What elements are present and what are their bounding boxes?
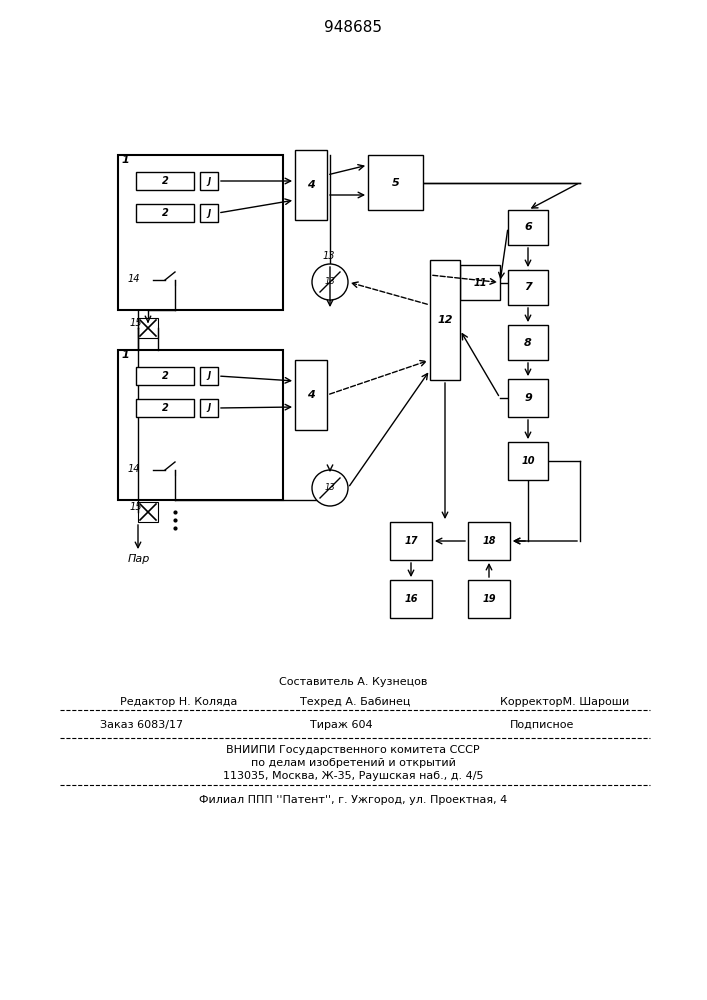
- Text: J: J: [207, 176, 211, 186]
- Bar: [136, 399, 194, 417]
- Text: 17: 17: [404, 536, 418, 546]
- Bar: [508, 270, 548, 305]
- Text: Пар: Пар: [128, 554, 151, 564]
- Text: 1: 1: [122, 155, 130, 165]
- Bar: [200, 204, 218, 222]
- Bar: [460, 265, 500, 300]
- Bar: [138, 502, 158, 522]
- Text: 19: 19: [482, 594, 496, 604]
- Text: КорректорМ. Шароши: КорректорМ. Шароши: [500, 697, 629, 707]
- Text: J: J: [207, 209, 211, 218]
- Text: J: J: [207, 403, 211, 412]
- Text: 2: 2: [162, 208, 168, 218]
- Text: 2: 2: [162, 176, 168, 186]
- Bar: [508, 442, 548, 480]
- Bar: [468, 522, 510, 560]
- Text: 4: 4: [307, 390, 315, 400]
- Bar: [200, 367, 218, 385]
- Bar: [508, 210, 548, 245]
- Text: 13: 13: [325, 484, 335, 492]
- Text: 14: 14: [128, 274, 141, 284]
- Bar: [430, 260, 460, 380]
- Text: 4: 4: [307, 180, 315, 190]
- Text: J: J: [207, 371, 211, 380]
- Text: 7: 7: [524, 282, 532, 292]
- Text: 12: 12: [437, 315, 452, 325]
- Text: Тираж 604: Тираж 604: [310, 720, 373, 730]
- Bar: [508, 379, 548, 417]
- Text: Составитель А. Кузнецов: Составитель А. Кузнецов: [279, 677, 427, 687]
- Text: Подписное: Подписное: [510, 720, 574, 730]
- Text: 948685: 948685: [324, 20, 382, 35]
- Circle shape: [312, 470, 348, 506]
- Text: 18: 18: [482, 536, 496, 546]
- Text: 15: 15: [130, 502, 143, 512]
- Bar: [136, 204, 194, 222]
- Bar: [138, 318, 158, 338]
- Text: 10: 10: [521, 456, 534, 466]
- Text: Редактор Н. Коляда: Редактор Н. Коляда: [120, 697, 238, 707]
- Text: 15: 15: [130, 318, 143, 328]
- Bar: [118, 155, 283, 310]
- Text: Заказ 6083/17: Заказ 6083/17: [100, 720, 183, 730]
- Text: 1: 1: [122, 350, 130, 360]
- Text: ВНИИПИ Государственного комитета СССР: ВНИИПИ Государственного комитета СССР: [226, 745, 480, 755]
- Text: 13: 13: [325, 277, 335, 286]
- Text: 5: 5: [392, 178, 399, 188]
- Text: 14: 14: [128, 464, 141, 474]
- Text: ...: ...: [169, 389, 181, 402]
- Text: 2: 2: [162, 371, 168, 381]
- Bar: [200, 399, 218, 417]
- Bar: [295, 150, 327, 220]
- Text: 9: 9: [524, 393, 532, 403]
- Text: 6: 6: [524, 223, 532, 232]
- Bar: [136, 172, 194, 190]
- Text: 11: 11: [473, 277, 486, 288]
- Text: Филиал ППП ''Патент'', г. Ужгород, ул. Проектная, 4: Филиал ППП ''Патент'', г. Ужгород, ул. П…: [199, 795, 507, 805]
- Bar: [368, 155, 423, 210]
- Bar: [390, 580, 432, 618]
- Bar: [136, 367, 194, 385]
- Text: 16: 16: [404, 594, 418, 604]
- Text: по делам изобретений и открытий: по делам изобретений и открытий: [250, 758, 455, 768]
- Text: 2: 2: [162, 403, 168, 413]
- Text: 113035, Москва, Ж-35, Раушская наб., д. 4/5: 113035, Москва, Ж-35, Раушская наб., д. …: [223, 771, 484, 781]
- Bar: [200, 172, 218, 190]
- Bar: [508, 325, 548, 360]
- Bar: [390, 522, 432, 560]
- Text: Техред А. Бабинец: Техред А. Бабинец: [300, 697, 410, 707]
- Text: 13: 13: [323, 251, 336, 261]
- Bar: [468, 580, 510, 618]
- Text: 8: 8: [524, 338, 532, 348]
- Circle shape: [312, 264, 348, 300]
- Bar: [118, 350, 283, 500]
- Bar: [295, 360, 327, 430]
